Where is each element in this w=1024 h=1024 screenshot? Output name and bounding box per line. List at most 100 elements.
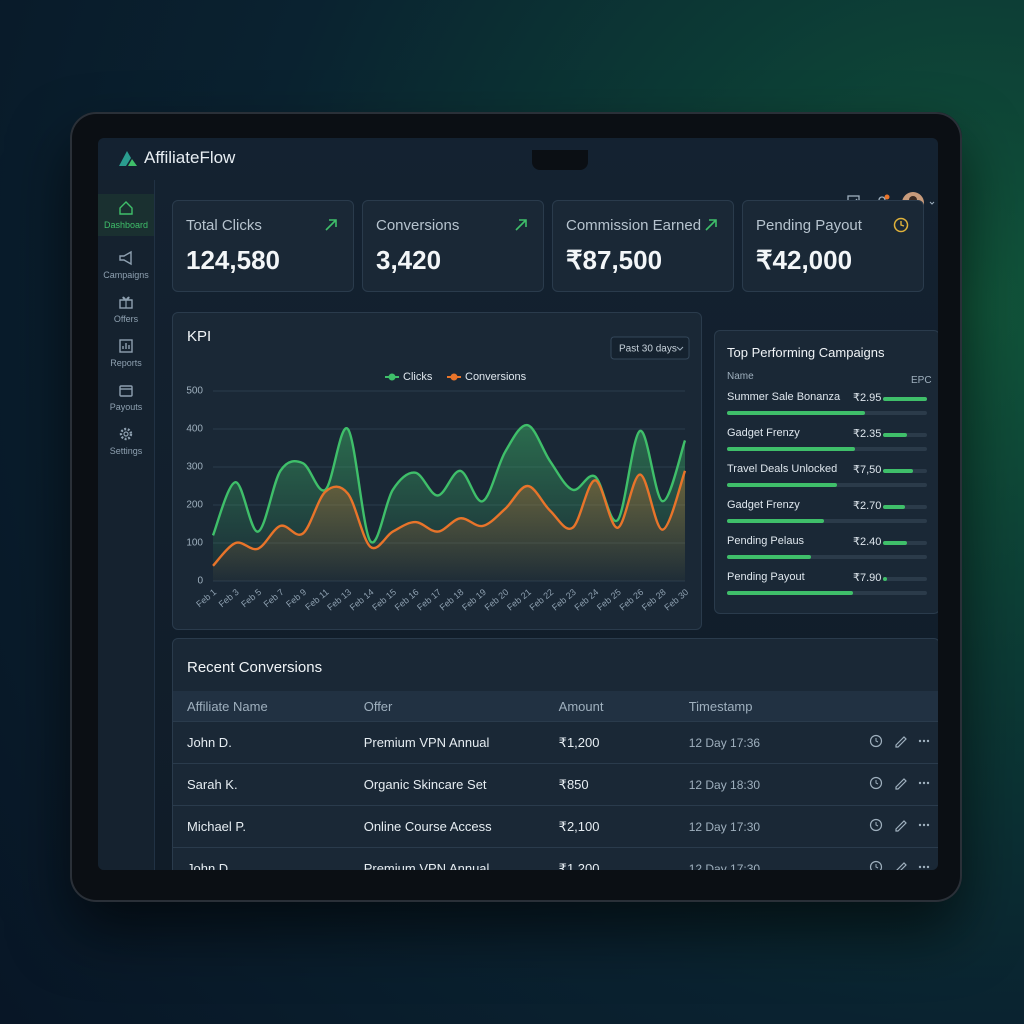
kpi-label: Conversions bbox=[376, 217, 460, 234]
column-header: EPC bbox=[911, 375, 932, 386]
campaign-row: Gadget Frenzy ₹2.70 bbox=[727, 499, 927, 512]
row-actions bbox=[854, 763, 938, 806]
brand: AffiliateFlow bbox=[118, 148, 235, 168]
campaign-row: Summer Sale Bonanza ₹2.95 bbox=[727, 391, 927, 404]
camera-notch bbox=[532, 150, 588, 170]
x-tick-label: Feb 30 bbox=[662, 587, 690, 613]
kpi-card: Total Clicks 124,580 bbox=[172, 200, 354, 292]
x-tick-label: Feb 24 bbox=[572, 587, 600, 613]
table-cell: Premium VPN Annual bbox=[349, 847, 545, 870]
x-tick-label: Feb 25 bbox=[595, 587, 623, 613]
kpi-icon bbox=[705, 219, 717, 231]
bar-track bbox=[727, 555, 927, 559]
x-tick-label: Feb 23 bbox=[550, 587, 578, 613]
nav-item[interactable]: Payouts bbox=[98, 382, 154, 412]
kpi-value: 124,580 bbox=[186, 245, 280, 275]
campaign-epc: ₹2.40 bbox=[853, 536, 882, 548]
campaign-name: Summer Sale Bonanza bbox=[727, 391, 841, 403]
kpi-label: Commission Earned bbox=[566, 217, 702, 234]
table-row: John D. Premium VPN Annual ₹1,200 12 Day 17… bbox=[173, 721, 938, 764]
action-icons[interactable] bbox=[868, 817, 938, 833]
kpi-label: Pending Payout bbox=[756, 217, 862, 234]
legend-dot bbox=[450, 373, 458, 381]
table-cell: Online Course Access bbox=[349, 805, 545, 848]
nav-item[interactable]: Campaigns bbox=[98, 250, 154, 280]
y-tick-label: 100 bbox=[186, 538, 203, 549]
kpi-card: Commission Earned ₹87,500 bbox=[552, 200, 734, 292]
x-tick-label: Feb 5 bbox=[239, 587, 263, 609]
campaign-epc: ₹2.70 bbox=[853, 500, 882, 512]
nav-item[interactable]: Settings bbox=[98, 426, 154, 456]
filter-dropdown[interactable] bbox=[610, 336, 690, 360]
table-cell: 12 Day 17:30 bbox=[674, 805, 854, 848]
x-tick-label: Feb 7 bbox=[262, 587, 286, 609]
table-row: Michael P. Online Course Access ₹2,100 12 D… bbox=[173, 805, 938, 848]
x-tick-label: Feb 16 bbox=[393, 587, 421, 613]
action-icons[interactable] bbox=[868, 859, 938, 870]
column-header: Offer bbox=[349, 691, 545, 722]
bar-track bbox=[883, 577, 927, 581]
y-tick-label: 200 bbox=[186, 500, 203, 511]
campaign-name: Pending Pelaus bbox=[727, 535, 805, 547]
conversions-table: Affiliate Name Offer Amount Timestamp John D… bbox=[173, 691, 938, 870]
campaign-epc: ₹2.95 bbox=[853, 392, 882, 404]
table-cell: 12 Day 17:36 bbox=[674, 721, 854, 764]
campaigns-panel: Top Performing Campaigns Name EPC Summer… bbox=[714, 330, 938, 614]
kpi-icon bbox=[515, 219, 527, 231]
kpi-label: Total Clicks bbox=[186, 217, 262, 234]
action-icons[interactable] bbox=[868, 775, 938, 791]
bar-fill bbox=[883, 577, 887, 581]
bar-fill bbox=[883, 397, 927, 401]
table-cell: Organic Skincare Set bbox=[349, 763, 545, 806]
table-cell: Premium VPN Annual bbox=[349, 721, 545, 764]
nav-label: Payouts bbox=[109, 402, 143, 412]
chart-title: KPI bbox=[187, 328, 211, 345]
table-cell: ₹1,200 bbox=[544, 847, 675, 870]
bar-fill bbox=[883, 541, 907, 545]
bar-fill bbox=[883, 505, 905, 509]
y-tick-label: 300 bbox=[186, 462, 203, 473]
kpi-card: Pending Payout ₹42,000 bbox=[742, 200, 924, 292]
legend-dot bbox=[388, 373, 396, 381]
bar-fill bbox=[883, 469, 913, 473]
filter-label: Past 30 days bbox=[619, 344, 677, 355]
bar-fill bbox=[727, 591, 853, 595]
x-tick-label: Feb 22 bbox=[528, 587, 556, 613]
brand-logo bbox=[119, 151, 137, 166]
nav-label: Settings bbox=[109, 446, 143, 456]
column-header: Amount bbox=[544, 691, 675, 722]
chart-panel: KPI Past 30 days Clicks Conversions 0 100 200 3… bbox=[172, 312, 702, 630]
campaign-epc: ₹7,50 bbox=[853, 464, 882, 476]
campaign-epc: ₹2.35 bbox=[853, 428, 882, 440]
bar-fill bbox=[727, 447, 855, 451]
table-cell: John D. bbox=[173, 721, 350, 764]
x-tick-label: Feb 3 bbox=[217, 587, 241, 609]
legend-label: Conversions bbox=[465, 371, 527, 383]
campaign-row: Pending Pelaus ₹2.40 bbox=[727, 535, 927, 548]
x-tick-label: Feb 1 bbox=[194, 587, 218, 609]
bar-fill bbox=[727, 519, 824, 523]
nav-label: Reports bbox=[110, 358, 142, 368]
y-tick-label: 400 bbox=[186, 424, 203, 435]
x-tick-label: Feb 14 bbox=[348, 587, 376, 613]
kpi-chart: KPI Past 30 days Clicks Conversions 0 100 200 3… bbox=[186, 328, 690, 613]
action-icons[interactable] bbox=[868, 733, 938, 749]
kpi-value: ₹87,500 bbox=[566, 245, 663, 275]
series-line bbox=[212, 470, 687, 567]
table-body: John D. Premium VPN Annual ₹1,200 12 Day 17… bbox=[173, 721, 938, 870]
dropdown-caret bbox=[676, 346, 684, 351]
bar-fill bbox=[727, 483, 837, 487]
kpi-icon bbox=[325, 219, 337, 231]
screen: AffiliateFlow Dashboard Campaigns Offers… bbox=[98, 138, 938, 870]
y-tick-label: 500 bbox=[186, 386, 203, 397]
nav-item[interactable]: Reports bbox=[98, 338, 154, 368]
campaign-row: Travel Deals Unlocked ₹7,50 bbox=[727, 463, 927, 476]
x-tick-label: Feb 13 bbox=[325, 587, 353, 613]
nav-item[interactable]: Offers bbox=[98, 294, 154, 324]
row-actions bbox=[854, 847, 938, 870]
campaign-name: Travel Deals Unlocked bbox=[727, 463, 838, 475]
panel-title: Recent Conversions bbox=[187, 659, 323, 676]
table-cell: Michael P. bbox=[173, 805, 350, 848]
series-line bbox=[211, 423, 687, 544]
nav-item[interactable]: Dashboard bbox=[98, 194, 154, 236]
